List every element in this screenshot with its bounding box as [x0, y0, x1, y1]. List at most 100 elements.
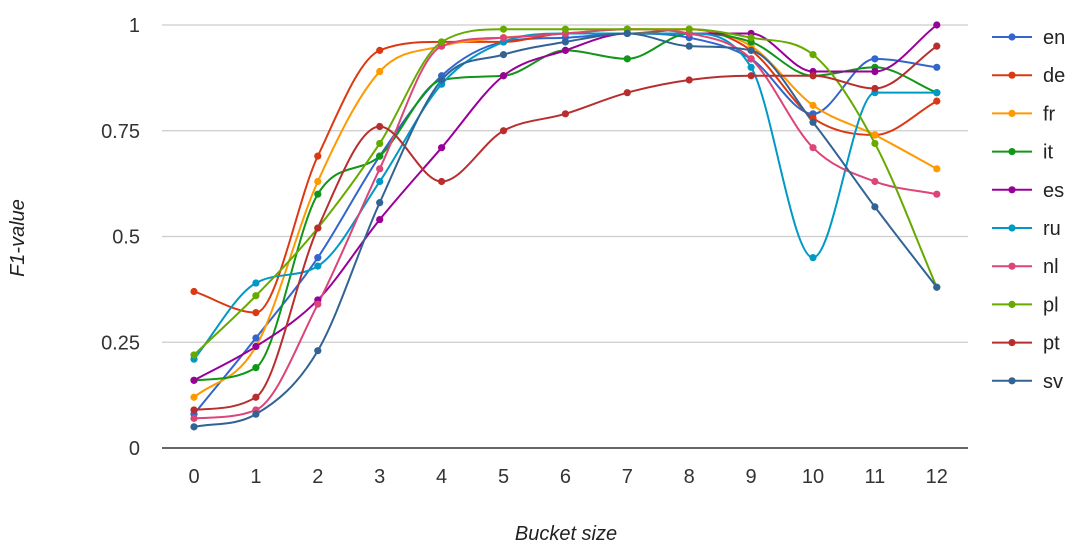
series-line-sv [193, 32, 938, 428]
data-point-pl [809, 51, 817, 59]
data-point-pt [871, 84, 879, 93]
legend-marker-pt [1008, 339, 1016, 347]
data-point-fr [376, 67, 384, 76]
data-point-en [252, 334, 260, 342]
data-point-ru [314, 262, 322, 270]
series-points [190, 21, 941, 431]
data-point-ru [376, 177, 384, 186]
data-point-nl [747, 55, 755, 63]
data-point-pl [871, 139, 879, 148]
y-tick-label: 0.75 [101, 121, 140, 143]
x-tick-label: 2 [312, 466, 323, 488]
data-point-es [252, 342, 260, 351]
data-point-fr [314, 177, 322, 186]
gridlines [162, 24, 968, 449]
data-point-sv [623, 29, 631, 38]
data-point-es [561, 46, 570, 54]
data-point-sv [871, 203, 879, 211]
data-point-pt [623, 89, 631, 97]
data-point-sv [376, 199, 384, 207]
data-point-fr [809, 101, 817, 109]
data-point-pt [561, 110, 570, 118]
legend-label-en: en [1043, 27, 1065, 49]
data-point-de [190, 287, 198, 296]
data-point-pl [252, 292, 260, 300]
data-point-nl [809, 144, 817, 152]
legend-marker-it [1008, 148, 1016, 156]
data-point-pt [438, 177, 446, 186]
x-axis-title: Bucket size [515, 523, 617, 545]
data-point-de [314, 152, 322, 160]
data-point-pl [190, 351, 198, 359]
data-point-es [871, 67, 879, 76]
data-point-pl [685, 25, 693, 33]
data-point-nl [314, 300, 322, 308]
legend-label-pl: pl [1043, 294, 1059, 316]
data-point-de [252, 309, 260, 317]
legend-marker-nl [1008, 262, 1016, 270]
legend-marker-pl [1008, 300, 1016, 308]
data-point-fr [190, 393, 198, 401]
data-point-it [623, 55, 631, 63]
data-point-pl [499, 25, 508, 33]
data-point-sv [438, 76, 446, 84]
data-point-sv [809, 118, 817, 126]
data-point-sv [190, 423, 198, 431]
data-point-pl [561, 25, 570, 33]
data-point-nl [499, 34, 508, 42]
data-point-it [252, 364, 260, 372]
data-point-es [190, 376, 198, 384]
data-point-fr [871, 131, 879, 139]
series-line-es [193, 24, 938, 382]
data-point-fr [933, 165, 941, 173]
y-axis-ticks: 0 0.25 0.5 0.75 1 [101, 15, 140, 460]
data-point-nl [933, 190, 941, 198]
legend-label-nl: nl [1043, 256, 1059, 278]
data-point-pt [252, 393, 260, 401]
data-point-pl [438, 38, 446, 46]
data-point-it [376, 152, 384, 160]
legend-label-es: es [1043, 180, 1064, 202]
legend-marker-en [1008, 33, 1016, 41]
x-tick-label: 0 [188, 466, 199, 488]
data-point-pt [499, 127, 508, 135]
y-tick-label: 0.5 [112, 227, 140, 249]
legend-marker-ru [1008, 224, 1016, 232]
data-point-ru [252, 279, 260, 287]
data-point-pt [314, 224, 322, 232]
legend-label-it: it [1043, 142, 1053, 164]
legend-label-de: de [1043, 65, 1065, 87]
data-point-ru [809, 254, 817, 262]
data-point-en [933, 63, 941, 71]
x-tick-label: 6 [560, 466, 571, 488]
legend-marker-de [1008, 71, 1016, 79]
legend-marker-fr [1008, 109, 1016, 117]
x-tick-label: 5 [498, 466, 509, 488]
x-tick-label: 7 [622, 466, 633, 488]
y-tick-label: 0 [129, 438, 140, 460]
legend-marker-es [1008, 186, 1016, 194]
data-point-nl [376, 165, 384, 173]
data-point-sv [561, 38, 570, 46]
data-point-pt [933, 42, 941, 50]
data-point-nl [190, 414, 198, 422]
x-tick-label: 8 [684, 466, 695, 488]
legend-label-sv: sv [1043, 371, 1063, 393]
legend-label-pt: pt [1043, 333, 1060, 355]
data-point-en [871, 55, 879, 63]
legend-label-ru: ru [1043, 218, 1061, 240]
data-point-pl [747, 34, 755, 42]
y-tick-label: 1 [129, 15, 140, 37]
data-point-it [314, 190, 322, 198]
data-point-pt [190, 406, 198, 414]
data-point-sv [252, 410, 260, 418]
data-point-pt [376, 122, 384, 131]
data-point-sv [747, 46, 755, 54]
x-tick-label: 10 [802, 466, 824, 488]
series-line-pt [193, 45, 938, 411]
x-tick-label: 9 [746, 466, 757, 488]
data-point-sv [685, 42, 693, 50]
x-tick-label: 3 [374, 466, 385, 488]
data-point-nl [871, 177, 879, 186]
